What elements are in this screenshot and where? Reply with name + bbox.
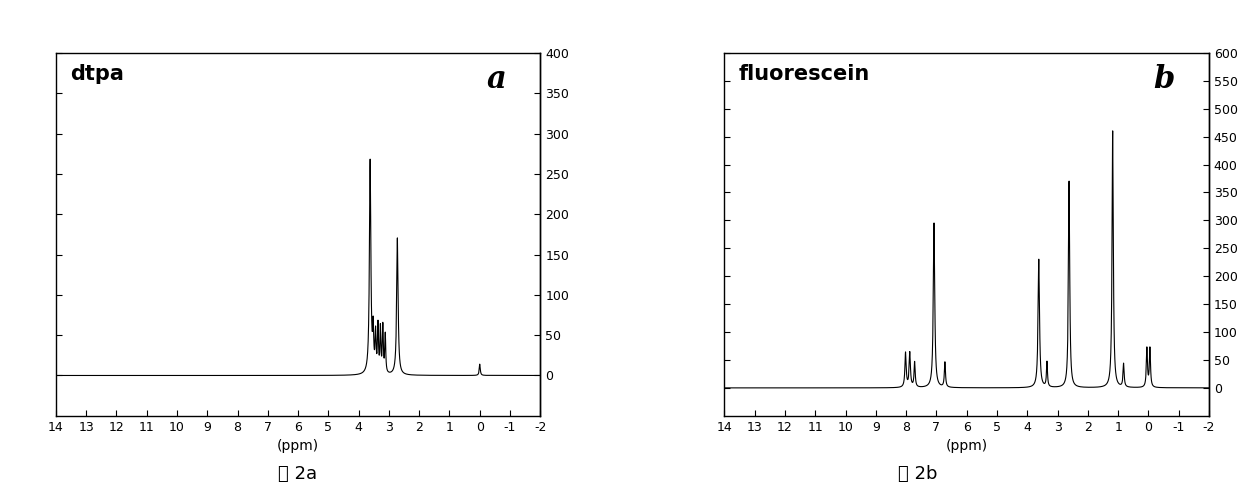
Text: fluorescein: fluorescein bbox=[739, 64, 870, 84]
Text: 图 2b: 图 2b bbox=[898, 465, 937, 483]
Text: dtpa: dtpa bbox=[71, 64, 124, 84]
Text: b: b bbox=[1153, 64, 1176, 95]
X-axis label: (ppm): (ppm) bbox=[946, 439, 988, 453]
Text: a: a bbox=[486, 64, 506, 95]
Text: 图 2a: 图 2a bbox=[278, 465, 317, 483]
X-axis label: (ppm): (ppm) bbox=[277, 439, 319, 453]
